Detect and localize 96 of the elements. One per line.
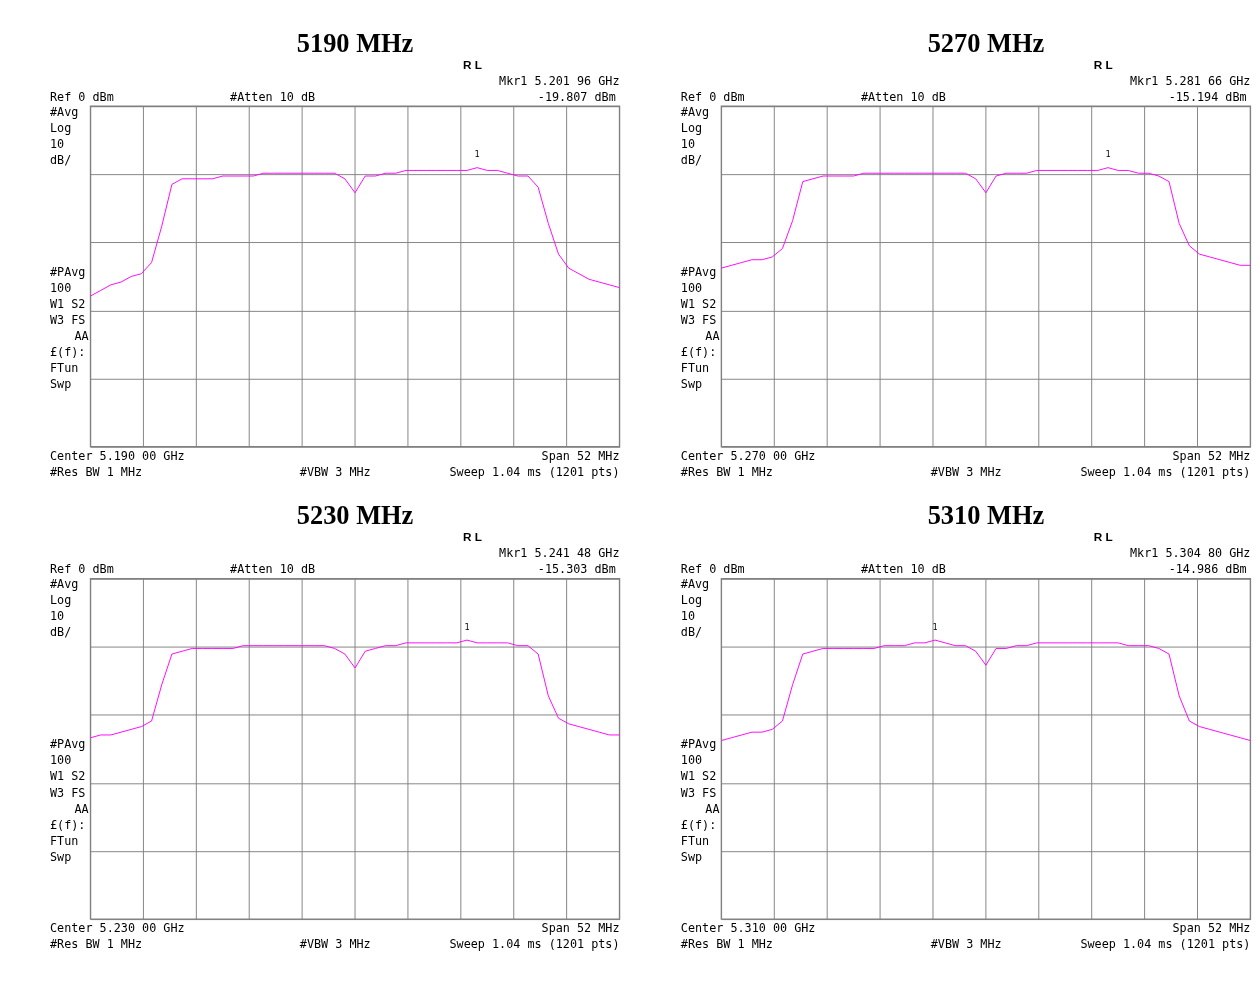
text: #Atten 10 dB [230, 89, 316, 104]
text: #Avg [680, 577, 710, 592]
text: dB/ [49, 152, 72, 167]
text: #VBW 3 MHz [930, 464, 1002, 479]
text: 10 [680, 609, 696, 624]
text: £(f): [49, 345, 86, 360]
text: Span 52 MHz [541, 448, 620, 463]
text: W1 S2 [680, 769, 717, 784]
text: R L [1093, 57, 1113, 71]
text: AA [74, 329, 89, 344]
text: Swp [49, 849, 72, 864]
text: -15.303 dBm [537, 562, 616, 577]
text: #Atten 10 dB [860, 89, 946, 104]
text: #Avg [49, 577, 79, 592]
chart-title: 5310 MHz [927, 500, 1045, 530]
text: 10 [680, 136, 696, 151]
text: Ref 0 dBm [680, 89, 745, 104]
text: R L [462, 529, 482, 543]
text: Mkr1 5.304 80 GHz [1129, 546, 1251, 561]
text: Span 52 MHz [541, 921, 620, 936]
text: Center 5.310 00 GHz [680, 921, 816, 936]
text: Ref 0 dBm [49, 89, 114, 104]
text: #PAvg [49, 737, 86, 752]
text: Mkr1 5.281 66 GHz [1129, 73, 1251, 88]
text: 100 [49, 281, 72, 296]
text: 10 [49, 609, 65, 624]
text: 10 [49, 136, 65, 151]
text: AA [705, 329, 720, 344]
text: Log [49, 593, 72, 608]
text: 100 [680, 753, 703, 768]
text: #VBW 3 MHz [299, 464, 371, 479]
text: #Avg [49, 104, 79, 119]
text: #Res BW 1 MHz [680, 937, 773, 952]
text: FTun [49, 833, 79, 848]
text: #Avg [680, 104, 710, 119]
text: Swp [680, 377, 703, 392]
text: Swp [49, 377, 72, 392]
text: Mkr1 5.201 96 GHz [499, 73, 620, 88]
text: 1 [464, 621, 470, 632]
text: 1 [1105, 149, 1111, 160]
text: Sweep 1.04 ms (1201 pts) [449, 464, 620, 479]
text: dB/ [49, 625, 72, 640]
text: Log [49, 120, 72, 135]
text: #PAvg [680, 265, 717, 279]
text: FTun [680, 361, 710, 376]
text: Span 52 MHz [1172, 921, 1251, 936]
text: £(f): [49, 817, 86, 832]
text: FTun [680, 833, 710, 848]
text: Center 5.270 00 GHz [680, 448, 816, 463]
text: Center 5.230 00 GHz [49, 921, 185, 936]
text: W1 S2 [49, 297, 86, 312]
chart-title: 5270 MHz [927, 27, 1045, 58]
text: #VBW 3 MHz [299, 937, 371, 952]
text: #Res BW 1 MHz [680, 464, 773, 479]
text: FTun [49, 361, 79, 376]
text: AA [705, 801, 720, 816]
text: dB/ [680, 625, 703, 640]
text: £(f): [680, 817, 717, 832]
text: #PAvg [680, 737, 717, 752]
text: 100 [49, 753, 72, 768]
text: £(f): [680, 345, 717, 360]
text: Swp [680, 849, 703, 864]
text: 100 [680, 281, 703, 296]
text: #Atten 10 dB [230, 562, 316, 577]
text: R L [1093, 529, 1113, 543]
text: -19.807 dBm [537, 89, 616, 104]
text: Ref 0 dBm [49, 562, 114, 577]
text: W3 FS [49, 313, 86, 328]
chart-title: 5230 MHz [296, 500, 414, 530]
text: -15.194 dBm [1168, 89, 1247, 104]
text: Sweep 1.04 ms (1201 pts) [1080, 937, 1251, 952]
text: R L [462, 57, 482, 71]
text: #Res BW 1 MHz [49, 464, 143, 479]
text: #PAvg [49, 265, 86, 279]
text: dB/ [680, 152, 703, 167]
text: W1 S2 [680, 297, 717, 312]
chart-title: 5190 MHz [296, 27, 414, 58]
text: #Atten 10 dB [860, 562, 946, 577]
text: AA [74, 801, 89, 816]
text: #Res BW 1 MHz [49, 937, 143, 952]
text: Log [680, 120, 703, 135]
text: #VBW 3 MHz [930, 937, 1002, 952]
text: 1 [474, 149, 480, 160]
text: Log [680, 593, 703, 608]
text: Ref 0 dBm [680, 562, 745, 577]
text: W3 FS [680, 785, 717, 800]
text: 1 [932, 621, 938, 632]
text: Sweep 1.04 ms (1201 pts) [1080, 464, 1251, 479]
text: Mkr1 5.241 48 GHz [499, 546, 620, 561]
text: Sweep 1.04 ms (1201 pts) [449, 937, 620, 952]
text: W3 FS [680, 313, 717, 328]
text: -14.986 dBm [1168, 562, 1247, 577]
text: Center 5.190 00 GHz [49, 448, 185, 463]
text: W3 FS [49, 785, 86, 800]
text: Span 52 MHz [1172, 448, 1251, 463]
text: W1 S2 [49, 769, 86, 784]
